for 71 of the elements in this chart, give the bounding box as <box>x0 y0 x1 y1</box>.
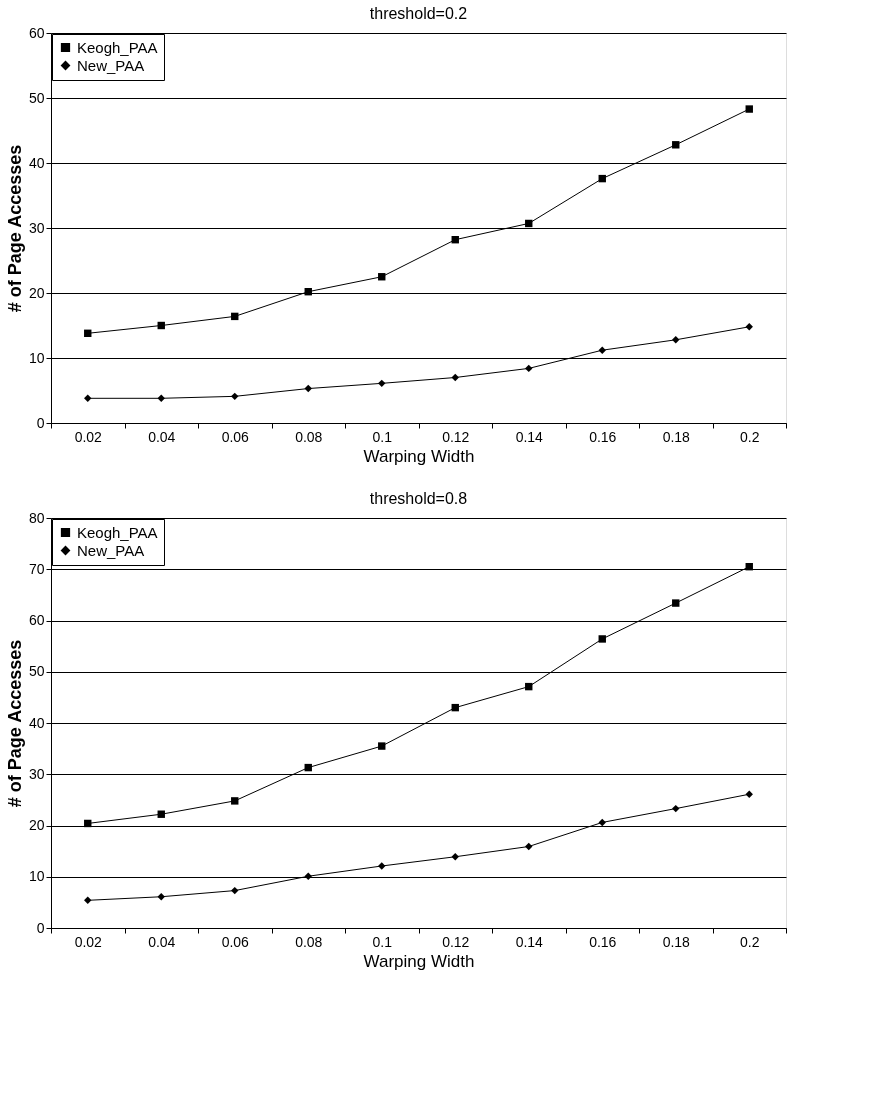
y-tick-label: 50 <box>28 89 45 106</box>
x-tick-label: 0.2 <box>740 428 760 445</box>
point <box>378 379 386 388</box>
point <box>672 336 680 344</box>
x-tick-label: 0.04 <box>148 933 176 950</box>
y-tick-label: 60 <box>28 612 45 628</box>
x-tick-label: 0.18 <box>662 428 691 445</box>
y-tick-label: 40 <box>28 714 45 731</box>
point <box>84 896 92 905</box>
legend-label: Keogh_PAA <box>77 38 158 56</box>
x-tick-label: 0.18 <box>662 933 691 950</box>
point <box>745 105 753 113</box>
point <box>84 394 92 403</box>
y-tick-label: 30 <box>28 765 45 782</box>
x-tick-label: 0.1 <box>372 428 393 445</box>
point <box>672 141 680 149</box>
point <box>451 853 459 861</box>
x-tick-label: 0.16 <box>589 428 617 445</box>
y-tick-label: 80 <box>28 509 45 526</box>
point <box>304 872 312 880</box>
x-tick-label: 0.06 <box>221 933 250 950</box>
point <box>598 635 606 643</box>
x-tick-label: 0.1 <box>372 933 393 950</box>
point <box>157 394 165 403</box>
chart-title: threshold=0.8 <box>369 490 468 507</box>
point <box>672 599 680 607</box>
point <box>231 886 239 895</box>
legend-label: Keogh_PAA <box>77 523 158 541</box>
x-tick-label: 0.08 <box>295 428 323 445</box>
y-tick-label: 50 <box>28 663 45 680</box>
y-tick-label: 20 <box>28 284 45 301</box>
chart-title: threshold=0.2 <box>369 5 468 22</box>
point <box>157 893 165 901</box>
point <box>745 323 753 331</box>
point <box>598 818 606 827</box>
x-tick-label: 0.14 <box>515 428 544 445</box>
y-tick-label: 0 <box>36 919 45 936</box>
point <box>231 392 239 401</box>
y-tick-label: 20 <box>28 817 45 833</box>
point <box>451 373 459 382</box>
x-tick-label: 0.04 <box>148 428 176 445</box>
y-tick-label: 30 <box>28 219 45 236</box>
x-tick-label: 0.08 <box>295 933 323 950</box>
y-tick-label: 0 <box>36 414 45 431</box>
point <box>672 804 680 813</box>
y-tick-label: 10 <box>28 349 45 366</box>
x-tick-label: 0.2 <box>740 933 760 950</box>
x-tick-label: 0.14 <box>515 933 544 950</box>
y-axis-title: # of Page Accesses <box>4 639 25 808</box>
x-tick-label: 0.12 <box>442 933 470 950</box>
y-tick-label: 70 <box>28 560 45 577</box>
x-axis-title: Warping Width <box>363 446 475 466</box>
legend-label: New_PAA <box>77 541 145 559</box>
legend-label: New_PAA <box>77 56 145 74</box>
point <box>304 384 312 393</box>
point <box>745 790 753 798</box>
point <box>231 797 239 805</box>
point <box>525 842 533 851</box>
point <box>378 742 386 750</box>
point <box>525 364 533 373</box>
y-tick-label: 60 <box>28 24 45 41</box>
y-tick-label: 40 <box>28 154 45 171</box>
y-tick-label: 10 <box>28 868 45 885</box>
point <box>598 346 606 354</box>
x-tick-label: 0.06 <box>221 428 250 445</box>
x-tick-label: 0.02 <box>74 933 103 950</box>
x-axis-title: Warping Width <box>363 951 475 971</box>
x-tick-label: 0.02 <box>74 428 103 445</box>
x-tick-label: 0.16 <box>589 933 617 950</box>
y-axis-title: # of Page Accesses <box>4 144 25 313</box>
x-tick-label: 0.12 <box>442 428 470 445</box>
